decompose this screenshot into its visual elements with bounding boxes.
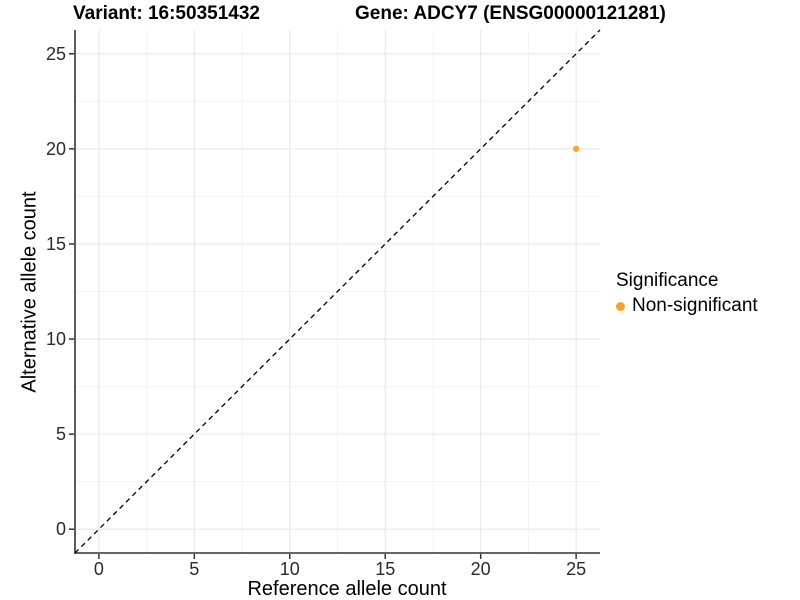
y-tick-label: 10: [46, 329, 66, 349]
x-tick-label: 25: [566, 559, 586, 579]
x-tick-label: 20: [471, 559, 491, 579]
y-tick-label: 20: [46, 139, 66, 159]
legend-item-label: Non-significant: [632, 295, 758, 316]
legend-title: Significance: [616, 270, 719, 291]
data-point: [573, 145, 580, 152]
x-tick-label: 5: [189, 559, 199, 579]
y-tick-label: 25: [46, 44, 66, 64]
gene-title: Gene: ADCY7 (ENSG00000121281): [355, 3, 666, 24]
legend-point-icon: [616, 301, 625, 311]
legend: Significance Non-significant: [616, 270, 758, 317]
legend-item: Non-significant: [616, 295, 758, 317]
y-axis-title: Alternative allele count: [18, 191, 41, 393]
x-tick-label: 0: [94, 559, 104, 579]
variant-title: Variant: 16:50351432: [73, 3, 260, 24]
x-tick-label: 10: [280, 559, 300, 579]
y-tick-label: 5: [56, 424, 66, 444]
y-tick-label: 15: [46, 234, 66, 254]
y-tick-label: 0: [56, 519, 66, 539]
x-tick-label: 15: [375, 559, 395, 579]
x-axis-title: Reference allele count: [247, 578, 447, 600]
identity-dashed-line: [74, 29, 601, 554]
